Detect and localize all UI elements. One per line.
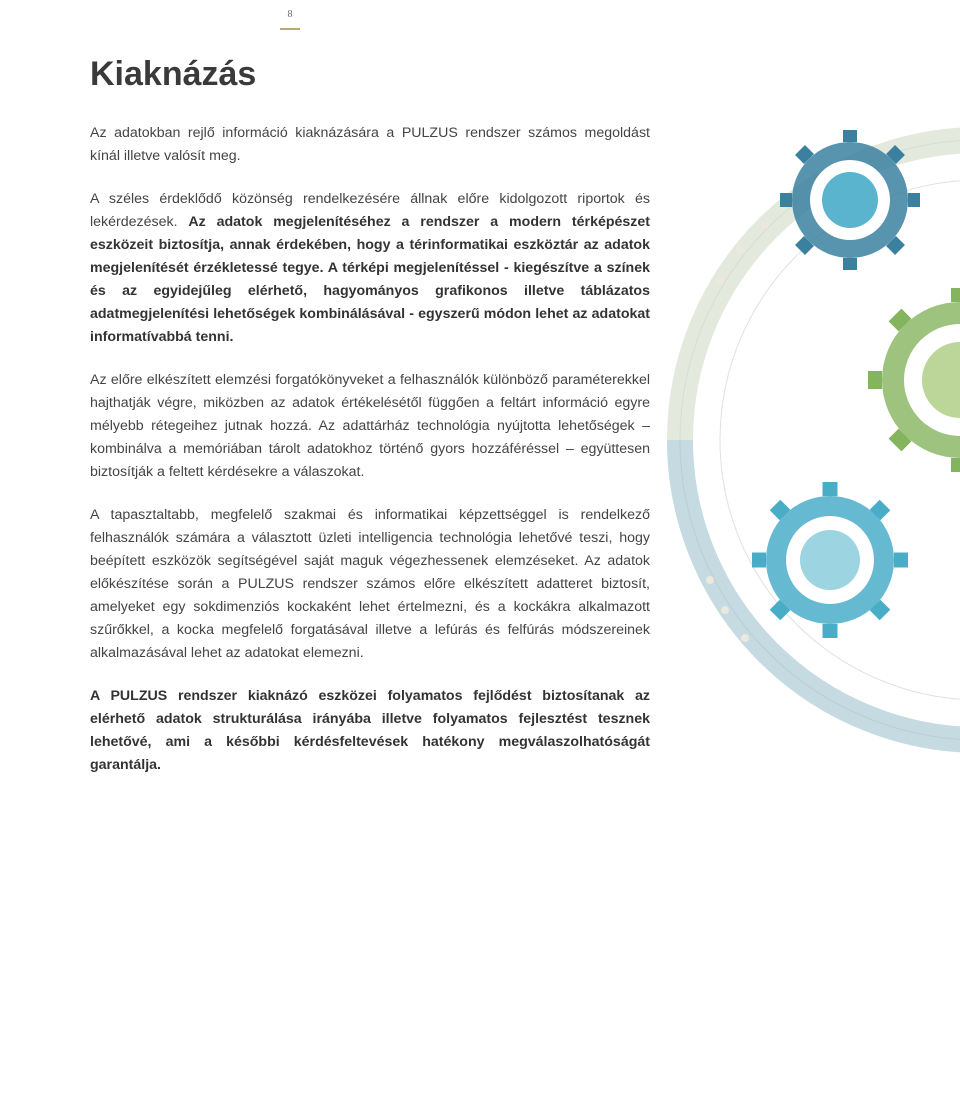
paragraph-summary: A PULZUS rendszer kiaknázó eszközei foly…: [90, 685, 650, 777]
paragraph-2: A széles érdeklődő közönség rendelkezésé…: [90, 188, 650, 349]
paragraph-4: A tapasztaltabb, megfelelő szakmai és in…: [90, 504, 650, 665]
paragraph-intro: Az adatokban rejlő információ kiaknázásá…: [90, 122, 650, 168]
page-content: Kiaknázás Az adatokban rejlő információ …: [0, 0, 740, 837]
paragraph-3: Az előre elkészített elemzési forgatókön…: [90, 369, 650, 484]
paragraph-2-bold: Az adatok megjelenítéséhez a rendszer a …: [90, 214, 650, 345]
page-title: Kiaknázás: [90, 55, 650, 94]
